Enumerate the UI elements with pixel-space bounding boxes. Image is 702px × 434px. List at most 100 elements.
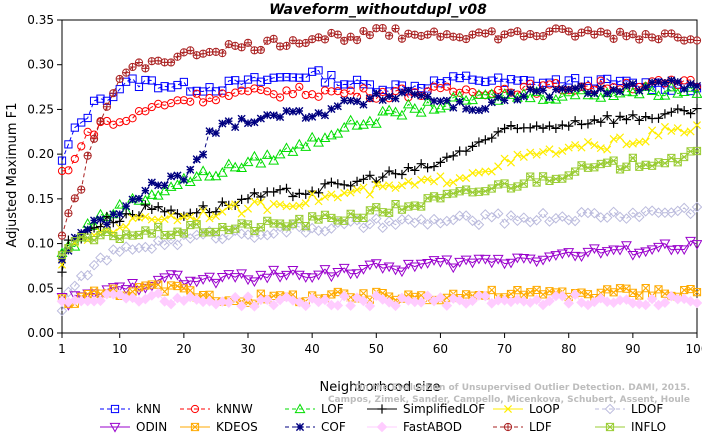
- series-odin-marker: [370, 259, 382, 269]
- series-odin-marker: [601, 247, 613, 257]
- series-cof-marker: [423, 92, 432, 101]
- series-lof-marker: [204, 170, 215, 181]
- series-cof-marker: [442, 96, 451, 105]
- series-loop-marker: [167, 211, 176, 220]
- series-simplifiedlof-marker: [551, 123, 561, 133]
- series-odin-marker: [313, 270, 325, 281]
- y-tick-label: 0.05: [27, 281, 54, 295]
- series-ldf-marker: [231, 41, 240, 50]
- series-inflo-marker: [481, 187, 490, 196]
- series-knn-marker: [282, 73, 291, 82]
- series-loop-marker: [474, 168, 483, 177]
- series-fastabod-marker: [281, 291, 292, 303]
- series-loop-marker: [494, 162, 503, 171]
- series-ldof-marker: [56, 305, 68, 317]
- series-ldof-marker: [621, 213, 632, 224]
- series-lof-marker: [665, 81, 677, 92]
- legend-item-ldof: LDOF: [595, 402, 663, 416]
- series-cof-marker: [615, 87, 625, 96]
- series-simplifiedlof-marker: [544, 121, 555, 131]
- series-loop-marker: [282, 202, 291, 211]
- series-loop-marker: [590, 141, 599, 150]
- series-cof-marker: [192, 155, 201, 164]
- credit-line-2: On the Evaluation of Unsupervised Outlie…: [355, 383, 690, 393]
- legend-item-ldf: LDF: [493, 420, 552, 434]
- series-cof-marker: [404, 86, 413, 95]
- series-lof-marker: [261, 149, 273, 159]
- series-cof-marker: [102, 220, 111, 229]
- series-odin: [56, 236, 702, 311]
- series-inflo-marker: [141, 226, 150, 235]
- series-cof-marker: [635, 86, 644, 95]
- series-ldf-marker: [564, 27, 573, 36]
- series-cof-marker: [551, 85, 560, 94]
- series-knn-marker: [256, 77, 265, 86]
- series-cof-marker: [506, 88, 516, 98]
- series-ldf-marker: [513, 27, 522, 36]
- series-odin-marker: [428, 256, 440, 266]
- series-ldof-marker: [415, 214, 427, 225]
- series-cof-marker: [237, 114, 246, 123]
- series-simplifiedlof-marker: [596, 117, 606, 127]
- series-ldof-marker: [146, 243, 158, 255]
- series-loop-marker: [308, 189, 317, 198]
- series-inflo-marker: [64, 244, 73, 253]
- series-inflo-marker: [519, 179, 528, 188]
- series-knn-marker: [436, 79, 445, 88]
- chart-title: Waveform_withoutdupl_v08: [269, 2, 487, 18]
- series-lof-marker: [274, 148, 286, 159]
- series-knnw-marker: [141, 107, 150, 116]
- series-ldof-marker: [370, 213, 382, 224]
- series-simplifiedlof-marker: [660, 109, 670, 119]
- series-line: [61, 108, 698, 273]
- series-lof-marker: [390, 106, 401, 117]
- series-cof-marker: [166, 172, 176, 181]
- series-odin-marker: [499, 259, 511, 270]
- series-loop-marker: [327, 190, 336, 199]
- series-ldf-marker: [352, 36, 362, 45]
- series-inflo-marker: [532, 178, 541, 187]
- series-cof-marker: [590, 89, 599, 98]
- series-ldf-marker: [487, 27, 496, 36]
- series-inflo-marker: [314, 215, 323, 224]
- series-odin-marker: [127, 279, 139, 289]
- legend-label: FastABOD: [403, 420, 462, 434]
- series-inflo-marker: [680, 152, 689, 162]
- series-knnw-marker: [429, 82, 439, 91]
- legend-label: INFLO: [631, 420, 666, 434]
- series-knnw-marker: [295, 82, 304, 91]
- series-cof-marker: [660, 78, 670, 87]
- series-ldof-marker: [152, 235, 164, 247]
- series-cof-marker: [320, 111, 330, 120]
- series-ldof-marker: [313, 225, 324, 236]
- series-loop-marker: [115, 223, 124, 232]
- series-loop-marker: [641, 137, 650, 146]
- series-ldof-marker: [499, 218, 510, 229]
- series-cof-marker: [224, 117, 233, 126]
- series-cof-marker: [487, 98, 496, 107]
- legend-item-fastabod: FastABOD: [367, 420, 462, 434]
- series-inflo-marker: [622, 162, 631, 171]
- y-tick-label: 0.15: [27, 192, 54, 206]
- series-loop-marker: [199, 207, 208, 216]
- legend-label: LoOP: [529, 402, 560, 416]
- series-cof-marker: [372, 89, 381, 98]
- series-cof-marker: [583, 89, 593, 98]
- series-loop-marker: [243, 204, 253, 213]
- series-simplifiedlof-marker: [609, 118, 619, 128]
- series-inflo-marker: [590, 163, 599, 172]
- series-odin-marker: [646, 245, 658, 256]
- series-cof-marker: [558, 84, 567, 94]
- series-fastabod-marker: [659, 297, 671, 308]
- series-fastabod-marker: [261, 294, 273, 306]
- series-simplifiedlof-marker: [403, 162, 413, 173]
- series-knn-marker: [205, 83, 214, 92]
- series-fastabod-marker: [351, 292, 363, 304]
- series-simplifiedlof-marker: [217, 197, 227, 207]
- series-ldof-marker: [646, 205, 658, 217]
- series-simplifiedlof-marker: [467, 141, 478, 151]
- series-cof-marker: [301, 113, 310, 122]
- series-simplifiedlof-marker: [564, 121, 574, 131]
- series-fastabod-marker: [377, 294, 389, 305]
- series-cof-marker: [288, 107, 298, 116]
